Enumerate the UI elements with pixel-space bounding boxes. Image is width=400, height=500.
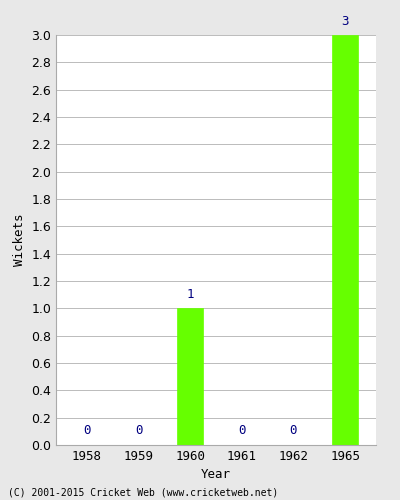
Text: 1: 1: [186, 288, 194, 302]
Text: 0: 0: [135, 424, 142, 437]
Text: 0: 0: [290, 424, 297, 437]
Bar: [177, 308, 203, 445]
Y-axis label: Wickets: Wickets: [12, 214, 26, 266]
Text: (C) 2001-2015 Cricket Web (www.cricketweb.net): (C) 2001-2015 Cricket Web (www.cricketwe…: [8, 488, 278, 498]
Bar: [332, 35, 358, 445]
Text: 0: 0: [238, 424, 246, 437]
Text: 0: 0: [83, 424, 91, 437]
X-axis label: Year: Year: [201, 468, 231, 481]
Text: 3: 3: [341, 15, 349, 28]
